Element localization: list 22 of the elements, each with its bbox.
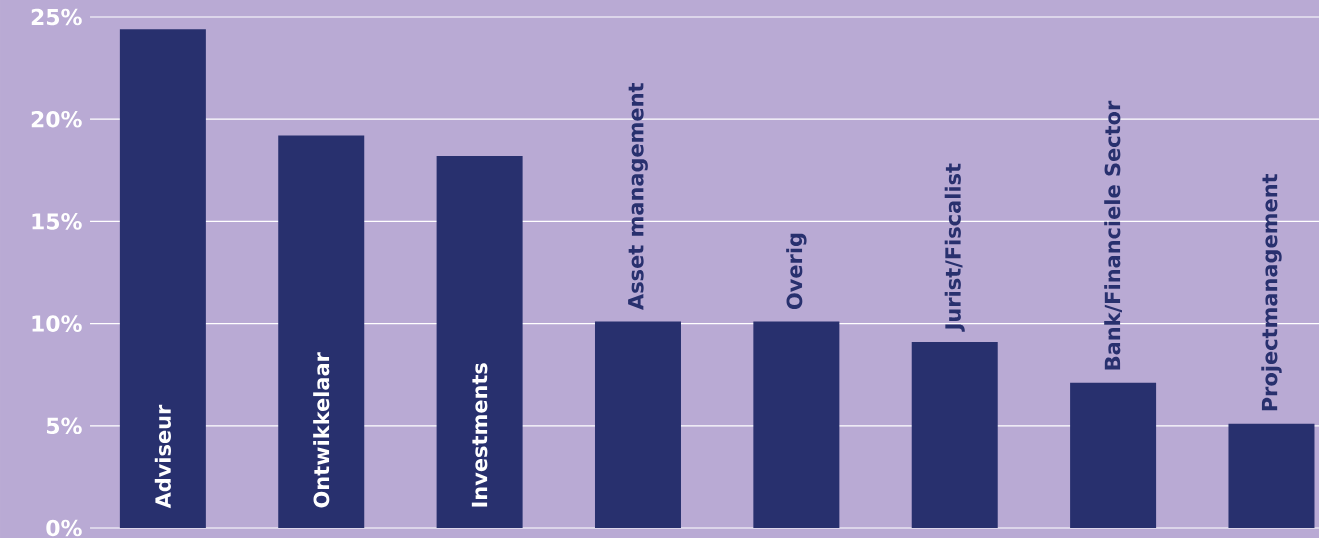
y-tick-label: 15% [32,213,82,230]
x-tick-label: Asset management [628,82,648,310]
bar [911,341,998,528]
y-tick-label: 10% [32,315,82,332]
bar [1228,423,1315,528]
y-tick-label: 25% [31,8,82,26]
x-tick-label: Overig [786,233,807,309]
x-tick-label: Investments [471,363,488,507]
x-tick-label: Jurist/Fiscalist [944,163,965,332]
bar [119,29,206,528]
bar [753,321,840,528]
bar [594,321,681,528]
y-tick-label: 0% [46,519,82,537]
y-tick-label: 5% [46,417,82,435]
x-tick-label: Projectmanagement [1261,173,1282,411]
y-tick-label: 20% [31,110,82,128]
bar [1070,382,1157,528]
bar [278,135,365,528]
bar [436,155,523,528]
x-tick-label: Bank/Financiele Sector [1104,100,1123,370]
x-tick-label: Adviseur [154,404,171,509]
x-tick-label: Ontwikkelaar [313,352,330,508]
